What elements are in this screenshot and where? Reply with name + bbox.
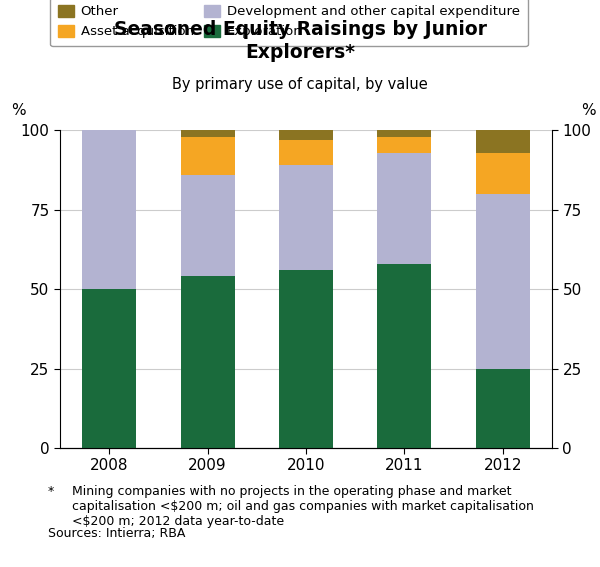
- Bar: [181, 130, 235, 137]
- Bar: [377, 264, 431, 448]
- Bar: [279, 130, 333, 140]
- Bar: [476, 153, 530, 194]
- Bar: [279, 270, 333, 448]
- Text: By primary use of capital, by value: By primary use of capital, by value: [172, 77, 428, 91]
- Bar: [476, 194, 530, 369]
- Bar: [279, 140, 333, 166]
- Bar: [181, 175, 235, 277]
- Bar: [82, 289, 136, 448]
- Bar: [377, 153, 431, 264]
- Bar: [377, 130, 431, 137]
- Text: %: %: [11, 103, 25, 118]
- Text: *: *: [48, 485, 54, 498]
- Text: %: %: [581, 103, 596, 118]
- Text: Sources: Intierra; RBA: Sources: Intierra; RBA: [48, 527, 185, 540]
- Bar: [181, 277, 235, 448]
- Text: Seasoned Equity Raisings by Junior
Explorers*: Seasoned Equity Raisings by Junior Explo…: [113, 20, 487, 62]
- Text: Mining companies with no projects in the operating phase and market
capitalisati: Mining companies with no projects in the…: [72, 485, 534, 528]
- Bar: [181, 137, 235, 175]
- Bar: [377, 137, 431, 153]
- Bar: [279, 166, 333, 270]
- Bar: [82, 130, 136, 289]
- Bar: [476, 130, 530, 153]
- Bar: [476, 369, 530, 448]
- Legend: Other, Asset acquisition, Development and other capital expenditure, Exploration: Other, Asset acquisition, Development an…: [50, 0, 527, 46]
